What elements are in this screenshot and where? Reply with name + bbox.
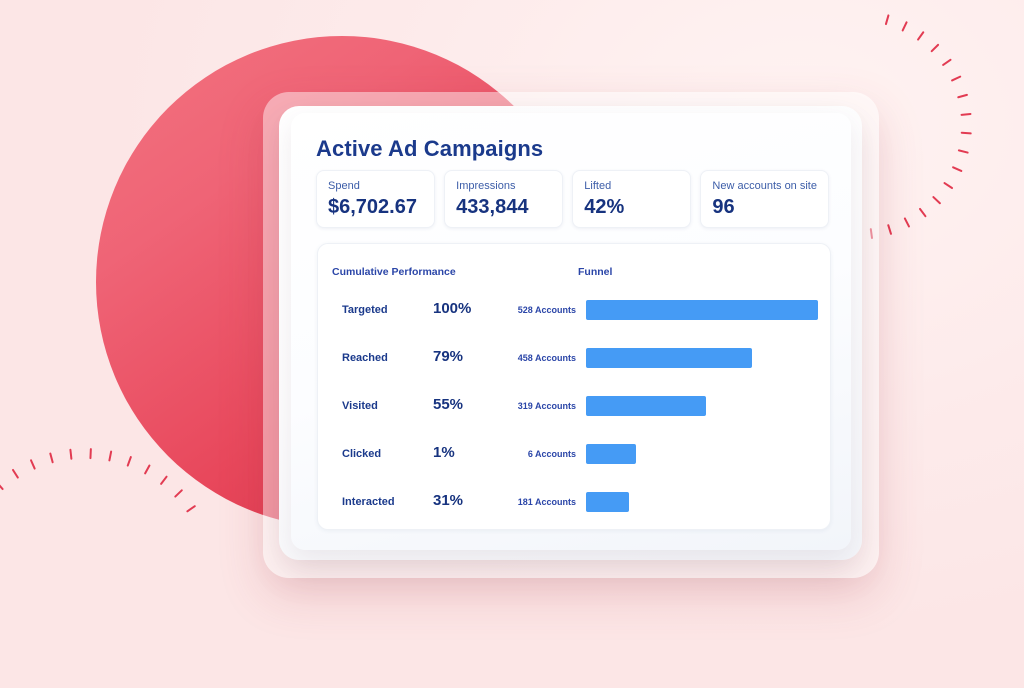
funnel-bar-track — [586, 444, 820, 464]
kpi-value: 433,844 — [456, 196, 529, 218]
funnel-stage-label: Visited — [342, 400, 378, 412]
funnel-accounts-value: 458 Accounts — [517, 353, 576, 363]
cumulative-performance-header: Cumulative Performance — [332, 266, 456, 278]
funnel-header: Funnel — [578, 266, 613, 278]
funnel-bar — [586, 396, 706, 416]
funnel-row: Targeted 100% 528 Accounts — [318, 290, 830, 338]
funnel-percent-value: 1% — [433, 444, 455, 461]
funnel-bar — [586, 444, 636, 464]
funnel-bar-track — [586, 396, 820, 416]
funnel-stage-label: Interacted — [342, 496, 395, 508]
funnel-percent-value: 79% — [433, 348, 464, 365]
funnel-bar-track — [586, 348, 820, 368]
funnel-percent-value: 31% — [433, 492, 464, 509]
funnel-bar — [586, 348, 752, 368]
funnel-bar — [586, 300, 818, 320]
funnel-row: Interacted 31% 181 Accounts — [318, 482, 830, 530]
funnel-bar-track — [586, 300, 820, 320]
funnel-bar — [586, 492, 629, 512]
dashboard-panel: Active Ad Campaigns Spend $6,702.67 Impres… — [291, 113, 851, 550]
funnel-card: Cumulative Performance Funnel Targeted 10… — [317, 243, 831, 530]
kpi-value: 42% — [584, 196, 625, 218]
funnel-row: Visited 55% 319 Accounts — [318, 386, 830, 434]
page-title: Active Ad Campaigns — [316, 136, 544, 161]
kpi-label: New accounts on site — [712, 180, 817, 192]
funnel-stage-label: Targeted — [342, 304, 388, 316]
funnel-stage-label: Clicked — [342, 448, 382, 460]
funnel-row-list: Targeted 100% 528 Accounts Reached 79% 458 Ac… — [318, 290, 830, 530]
kpi-card: Impressions 433,844 — [444, 170, 564, 228]
funnel-stage-label: Reached — [342, 352, 388, 364]
funnel-accounts-value: 319 Accounts — [517, 401, 576, 411]
funnel-row: Clicked 1% 6 Accounts — [318, 434, 830, 482]
kpi-value: 96 — [712, 196, 735, 218]
kpi-label: Spend — [328, 180, 360, 192]
kpi-card: Lifted 42% — [572, 170, 692, 228]
funnel-bar-track — [586, 492, 820, 512]
kpi-label: Impressions — [456, 180, 516, 192]
funnel-accounts-value: 528 Accounts — [517, 305, 576, 315]
kpi-label: Lifted — [584, 180, 612, 192]
funnel-percent-value: 100% — [433, 300, 472, 317]
kpi-card: New accounts on site 96 — [700, 170, 829, 228]
funnel-accounts-value: 6 Accounts — [527, 449, 576, 459]
kpi-card-row: Spend $6,702.67 Impressions 433,844 Lifted 42… — [316, 170, 829, 228]
funnel-row: Reached 79% 458 Accounts — [318, 338, 830, 386]
dashed-ring-bottom-left-icon — [0, 448, 220, 688]
kpi-value: $6,702.67 — [328, 196, 417, 218]
funnel-percent-value: 55% — [433, 396, 464, 413]
funnel-accounts-value: 181 Accounts — [517, 497, 576, 507]
kpi-card: Spend $6,702.67 — [316, 170, 436, 228]
